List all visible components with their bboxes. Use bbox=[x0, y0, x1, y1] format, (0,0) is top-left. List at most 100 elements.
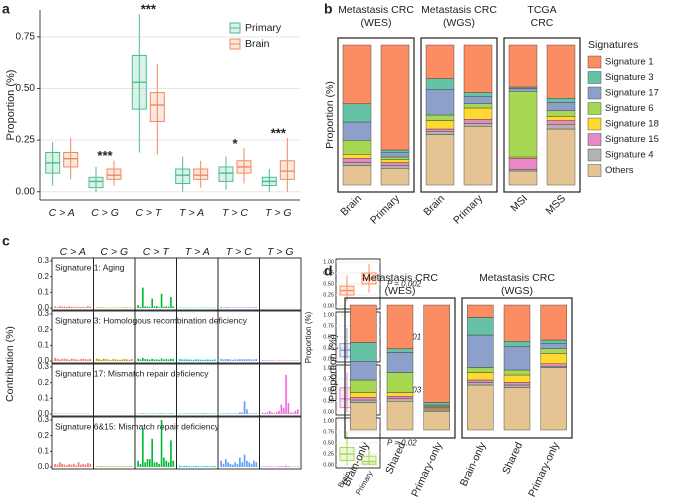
spectrum-bar bbox=[66, 307, 68, 308]
spectrum-bar bbox=[239, 457, 241, 467]
spectrum-bar bbox=[165, 306, 168, 308]
spectrum-bar bbox=[278, 466, 280, 467]
spectrum-bar bbox=[185, 465, 188, 467]
bar-segment bbox=[342, 121, 372, 141]
spectrum-bar bbox=[285, 374, 287, 414]
spectrum-bar bbox=[153, 359, 156, 361]
spectrum-bar bbox=[137, 305, 139, 308]
spectrum-bar bbox=[156, 462, 158, 467]
bar-segment bbox=[503, 346, 531, 371]
legend-swatch bbox=[587, 133, 602, 146]
bar-segment bbox=[380, 152, 410, 158]
spectrum-bar bbox=[248, 462, 251, 467]
spectrum-bar bbox=[255, 413, 258, 414]
facet-title: Metastasis CRC bbox=[479, 272, 555, 284]
legend-label: Signature 17 bbox=[605, 88, 659, 99]
bar-segment bbox=[503, 341, 531, 347]
spectrum-bar bbox=[285, 465, 287, 467]
spectrum-bar bbox=[271, 412, 273, 414]
bar-segment bbox=[386, 398, 414, 402]
spectrum-bar bbox=[77, 359, 80, 361]
spectrum-bar bbox=[123, 466, 126, 467]
spectrum-bar bbox=[160, 420, 163, 467]
y-tick-label: 0.00 bbox=[16, 186, 36, 197]
spectrum-bar bbox=[266, 412, 269, 414]
spectrum-bar bbox=[248, 359, 251, 361]
spectrum-bar bbox=[66, 465, 68, 467]
spectrum-bar bbox=[61, 306, 63, 308]
spectrum-bar bbox=[119, 466, 121, 467]
y-tick-label: 0.3 bbox=[38, 362, 50, 371]
spectrum-bar bbox=[70, 464, 73, 467]
bar-segment bbox=[425, 78, 455, 90]
bar-segment bbox=[350, 399, 377, 403]
spectrum-bar bbox=[170, 297, 172, 308]
bar-segment bbox=[423, 304, 450, 403]
spectrum-bar bbox=[121, 466, 124, 467]
spectrum-bar bbox=[128, 359, 131, 361]
bar-segment bbox=[386, 304, 414, 349]
spectrum-bar bbox=[61, 358, 63, 361]
spectrum-bar bbox=[87, 306, 89, 308]
spectrum-bar bbox=[102, 466, 105, 467]
spectrum-bar bbox=[224, 413, 227, 414]
legend-swatch bbox=[587, 102, 602, 115]
spectrum-bar bbox=[89, 463, 92, 467]
spectrum-bar bbox=[151, 358, 154, 361]
spectrum-bar bbox=[170, 413, 172, 414]
spectrum-bar bbox=[172, 306, 175, 308]
facet-title: (WES) bbox=[361, 17, 392, 29]
legend-label: Others bbox=[605, 165, 634, 176]
spectrum-bar bbox=[63, 306, 66, 308]
bar-segment bbox=[380, 165, 410, 169]
spectrum-bar bbox=[95, 358, 98, 361]
spectrum-bar bbox=[56, 307, 59, 308]
bar-segment bbox=[386, 352, 414, 373]
spectrum-bar bbox=[153, 462, 156, 467]
legend-title: Signatures bbox=[588, 39, 638, 51]
spectrum-bar bbox=[296, 360, 299, 361]
y-tick-label: 0.50 bbox=[323, 387, 334, 393]
facet-title: Metastasis CRC bbox=[362, 272, 438, 284]
spectrum-bar bbox=[261, 466, 264, 467]
cell-frame bbox=[259, 257, 302, 311]
spectrum-bar bbox=[123, 359, 126, 361]
bar-segment bbox=[350, 342, 377, 362]
spectrum-bar bbox=[280, 404, 283, 414]
spectrum-bar bbox=[255, 359, 258, 361]
spectrum-bar bbox=[204, 413, 207, 414]
bar-segment bbox=[463, 103, 493, 109]
spectrum-bar bbox=[77, 306, 80, 308]
spectrum-bar bbox=[268, 410, 271, 414]
legend-label: Signature 4 bbox=[605, 150, 654, 161]
spectrum-bar bbox=[89, 358, 92, 361]
spectrum-bar bbox=[232, 464, 234, 467]
y-tick-label: 0.75 bbox=[323, 270, 334, 276]
spectrum-bar bbox=[296, 409, 299, 414]
box bbox=[175, 168, 191, 184]
spectrum-bar bbox=[287, 403, 290, 414]
spectrum-bar bbox=[227, 462, 229, 467]
spectrum-bar bbox=[192, 359, 195, 361]
significance: *** bbox=[271, 125, 287, 140]
bar-segment bbox=[386, 401, 414, 431]
bar-segment bbox=[503, 384, 531, 388]
bar-segment bbox=[425, 120, 455, 130]
spectrum-bar bbox=[130, 359, 133, 361]
spectrum-bar bbox=[250, 463, 253, 467]
cell-frame bbox=[259, 416, 302, 470]
spectrum-bar bbox=[199, 466, 202, 467]
bar-segment bbox=[540, 348, 567, 354]
spectrum-bar bbox=[146, 459, 149, 467]
bar-segment bbox=[546, 116, 576, 121]
bar-segment bbox=[380, 162, 410, 166]
spectrum-bar bbox=[220, 460, 222, 467]
spectrum-bar bbox=[224, 307, 227, 308]
spectrum-bar bbox=[68, 463, 71, 467]
y-tick-label: 0.75 bbox=[323, 429, 334, 435]
spectrum-bar bbox=[199, 359, 202, 361]
bar-segment bbox=[350, 379, 377, 393]
spectrum-bar bbox=[139, 359, 142, 361]
x-tick-label: T > G bbox=[265, 207, 292, 219]
box bbox=[218, 166, 234, 182]
